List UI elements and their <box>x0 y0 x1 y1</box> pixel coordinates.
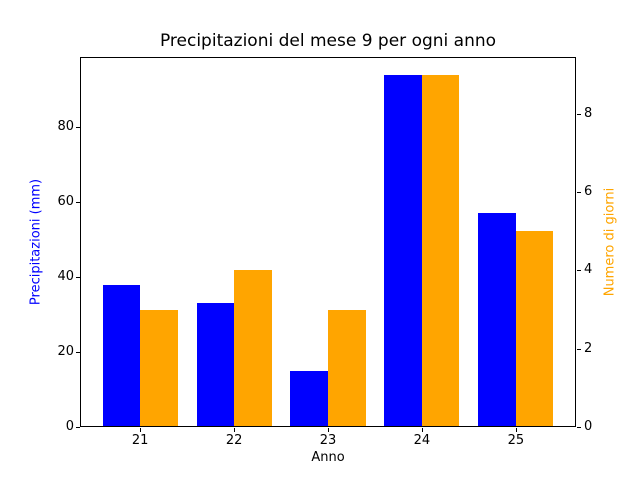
left-y-tick-label: 0 <box>65 419 74 434</box>
x-tick-mark <box>328 428 329 432</box>
left-y-tick-label: 60 <box>57 194 74 210</box>
x-tick-label: 25 <box>507 433 525 448</box>
right-axis-label: Numero di giorni <box>602 187 618 297</box>
plot-area <box>80 57 576 427</box>
left-y-tick-mark <box>76 127 80 129</box>
right-y-tick-label: 8 <box>584 105 593 121</box>
left-y-tick-mark <box>76 277 80 279</box>
bar-precipitazioni-23 <box>290 370 328 427</box>
bar-precipitazioni-21 <box>102 284 141 427</box>
x-tick-label: 23 <box>319 433 337 448</box>
left-y-tick-mark <box>76 427 80 428</box>
x-tick-label: 24 <box>413 433 431 448</box>
x-tick-mark <box>234 428 236 432</box>
x-axis-label: Anno <box>311 450 345 465</box>
bar-giorni-21 <box>140 309 178 427</box>
bar-precipitazioni-25 <box>478 213 516 427</box>
chart-title: Precipitazioni del mese 9 per ogni anno <box>159 31 497 51</box>
bar-giorni-25 <box>515 231 554 427</box>
bar-precipitazioni-24 <box>384 74 422 427</box>
left-y-tick-label: 20 <box>57 344 74 359</box>
left-y-tick-label: 80 <box>57 119 74 135</box>
x-tick-mark <box>515 428 517 432</box>
left-axis-label: Precipitazioni (mm) <box>28 178 44 306</box>
x-tick-mark <box>140 428 142 432</box>
bar-precipitazioni-22 <box>196 303 235 427</box>
bar-giorni-22 <box>234 270 272 427</box>
x-tick-label: 22 <box>225 433 243 448</box>
right-y-tick-mark <box>577 113 581 115</box>
x-tick-label: 21 <box>131 433 149 448</box>
right-y-tick-label: 0 <box>584 419 593 434</box>
right-y-tick-label: 4 <box>584 262 593 278</box>
x-tick-mark <box>421 428 423 432</box>
left-y-tick-mark <box>76 202 80 204</box>
right-y-tick-mark <box>577 427 581 428</box>
left-y-tick-mark <box>76 352 80 353</box>
bar-giorni-23 <box>328 309 366 427</box>
right-y-tick-label: 2 <box>584 340 593 356</box>
right-y-tick-mark <box>577 348 581 350</box>
left-y-tick-label: 40 <box>57 269 74 285</box>
right-y-tick-mark <box>577 192 581 194</box>
right-y-tick-label: 6 <box>584 184 593 200</box>
bar-giorni-24 <box>421 74 460 427</box>
right-y-tick-mark <box>577 270 581 272</box>
